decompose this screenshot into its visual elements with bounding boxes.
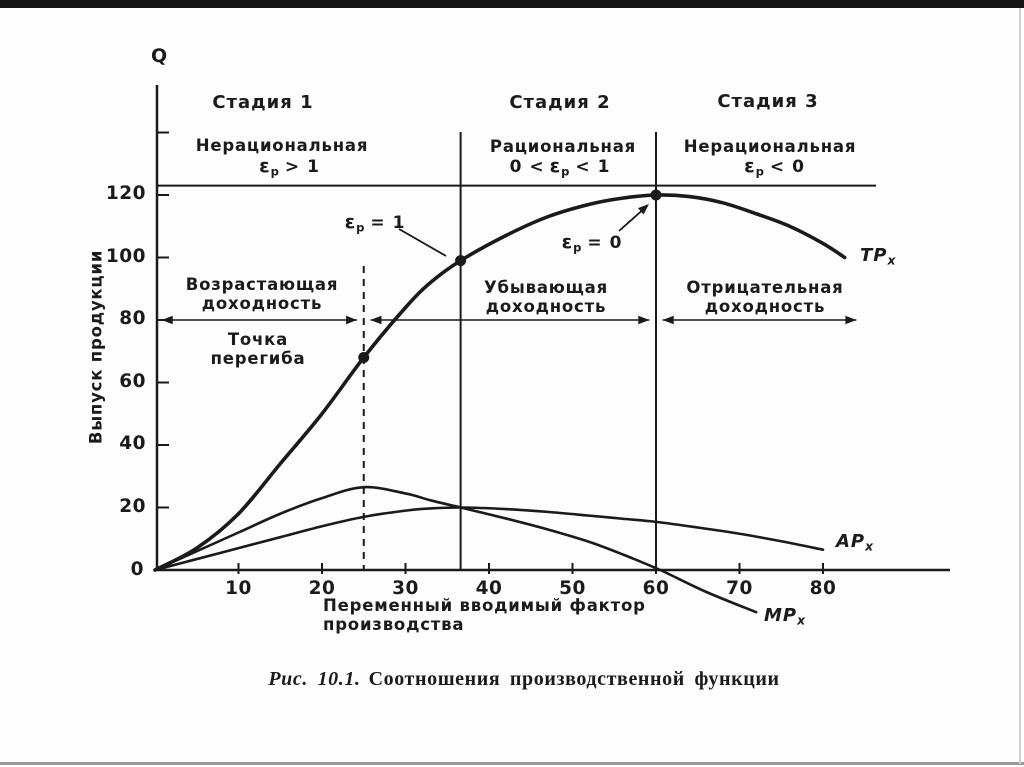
- figure-caption-number: Рис. 10.1.: [268, 668, 361, 690]
- y-axis-title: Выпуск продукции: [86, 249, 106, 445]
- x-tick-label: 30: [392, 578, 419, 599]
- increasing-returns-label: Возрастающая доходность: [185, 275, 339, 313]
- APx-curve: [153, 506, 825, 572]
- returns-arrowhead-left: [161, 315, 173, 325]
- returns-arrowhead-right: [346, 315, 358, 325]
- x-tick-label: 40: [475, 578, 503, 599]
- y-tick-label: 60: [119, 370, 146, 392]
- stage-2-title: Стадия 2: [509, 92, 611, 113]
- figure-caption: Рис. 10.1. Соотношения производственной ф…: [268, 668, 779, 691]
- x-tick-label: 10: [225, 578, 252, 599]
- stage-1-condition: εp > 1: [259, 155, 320, 179]
- ap-curve-label: APx: [836, 531, 875, 554]
- x-tick-label: 60: [642, 578, 670, 599]
- mp-curve-label: MPx: [764, 605, 807, 628]
- key-point-dot: [358, 352, 370, 363]
- returns-arrowhead-left: [662, 315, 674, 325]
- x-tick-label: 50: [559, 578, 586, 599]
- MPx-curve: [153, 485, 758, 614]
- returns-arrowhead-right: [638, 315, 650, 325]
- x-tick-label: 70: [726, 578, 753, 599]
- stage-3-rationality: Нерациональная: [683, 137, 857, 156]
- stage-1-title: Стадия 1: [212, 92, 314, 113]
- stage-1-rationality: Нерациональная: [195, 136, 369, 155]
- stage-3-condition: εp < 0: [744, 155, 805, 179]
- x-axis-title-line1: Переменный вводимый фактор: [323, 596, 646, 615]
- returns-arrowhead-left: [370, 315, 382, 325]
- x-axis-title-line2: производства: [323, 615, 465, 634]
- eps0-arrowhead: [637, 204, 649, 215]
- top-border: [0, 0, 1024, 8]
- epsilon-equals-1-annotation: εp = 1: [344, 211, 406, 235]
- origin-label: 0: [130, 559, 144, 580]
- stage-3-title: Стадия 3: [717, 91, 819, 112]
- stage-2-condition: 0 < εp < 1: [509, 155, 611, 179]
- right-border: [1019, 8, 1021, 764]
- y-tick-label: 80: [119, 308, 146, 329]
- decreasing-returns-label: Убывающая доходность: [484, 278, 608, 316]
- y-tick-label: 40: [119, 433, 146, 454]
- y-tick-label: 120: [105, 183, 146, 204]
- figure-caption-text: Соотношения производственной функции: [368, 668, 780, 690]
- epsilon-equals-0-annotation: εp = 0: [561, 231, 623, 255]
- tp-curve-label: TPx: [860, 245, 897, 268]
- y-tick-label: 100: [105, 245, 146, 267]
- key-point-dot: [650, 189, 662, 201]
- eps1-pointer-line: [398, 228, 447, 257]
- stage-2-rationality: Рациональная: [489, 137, 637, 156]
- TPx-curve: [153, 193, 847, 572]
- y-tick-label: 20: [119, 495, 146, 517]
- negative-returns-label: Отрицательная доходность: [686, 278, 844, 316]
- x-tick-label: 20: [308, 578, 336, 599]
- key-point-dot: [455, 255, 467, 267]
- inflection-point-label: Точка перегиба: [210, 330, 306, 368]
- x-tick-label: 80: [809, 578, 837, 599]
- q-axis-label: Q: [151, 45, 169, 67]
- bottom-border: [0, 762, 1024, 765]
- returns-arrowhead-right: [845, 315, 857, 325]
